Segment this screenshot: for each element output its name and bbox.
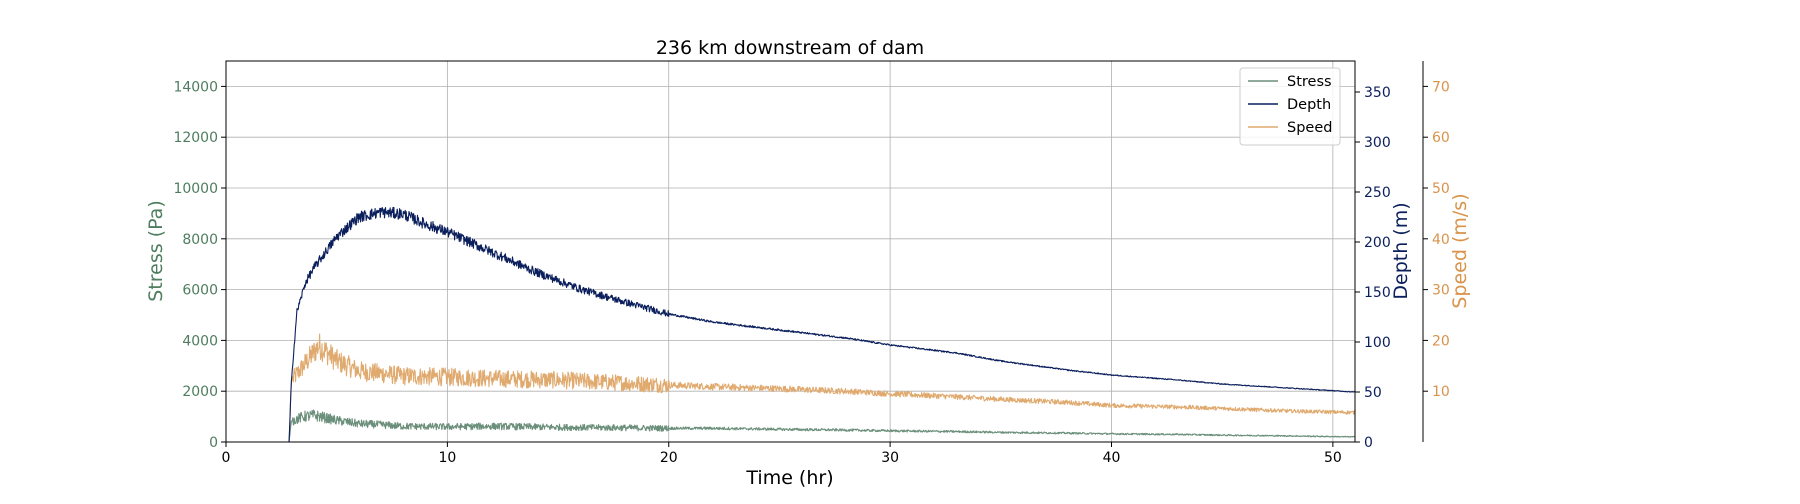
right-tick-label: 50 <box>1364 385 1382 401</box>
left-axis: 0 2000 4000 6000 8000 10000 12000 14000 <box>173 79 226 451</box>
right-tick-label: 300 <box>1364 135 1391 151</box>
plot-frame <box>225 60 1356 443</box>
right-tick-label: 0 <box>1364 435 1373 451</box>
right-outer-tick-label: 70 <box>1432 79 1450 95</box>
right-tick-label: 100 <box>1364 335 1391 351</box>
x-tick-label: 50 <box>1324 450 1342 466</box>
x-axis: 0 10 20 30 40 50 <box>222 442 1342 466</box>
right-tick-label: 350 <box>1364 85 1391 101</box>
right-axis-label: Depth (m) <box>1390 202 1412 299</box>
right-tick-label: 200 <box>1364 235 1391 251</box>
left-tick-label: 0 <box>209 435 218 451</box>
left-tick-label: 8000 <box>182 232 218 248</box>
right-outer-tick-label: 10 <box>1432 384 1450 400</box>
right-outer-tick-label: 60 <box>1432 130 1450 146</box>
left-tick-label: 12000 <box>173 130 218 146</box>
x-axis-label: Time (hr) <box>745 467 833 489</box>
series-line-speed <box>225 333 1356 443</box>
left-axis-label: Stress (Pa) <box>145 200 167 302</box>
legend: Stress Depth Speed <box>1239 67 1341 146</box>
right-axis: 0 50 100 150 200 250 300 350 <box>1355 85 1391 451</box>
right-outer-axis-label: Speed (m/s) <box>1449 193 1471 308</box>
legend-label: Stress <box>1287 74 1332 90</box>
left-tick-label: 10000 <box>173 181 218 197</box>
left-tick-label: 4000 <box>182 333 218 349</box>
x-tick-label: 40 <box>1103 450 1121 466</box>
legend-label: Speed <box>1287 120 1332 136</box>
right-tick-label: 250 <box>1364 185 1391 201</box>
right-outer-tick-label: 40 <box>1432 232 1450 248</box>
plot-series <box>225 206 1356 443</box>
x-tick-label: 0 <box>222 450 231 466</box>
left-tick-label: 14000 <box>173 79 218 95</box>
right-outer-tick-label: 30 <box>1432 283 1450 299</box>
gridlines <box>225 61 1355 442</box>
x-tick-label: 30 <box>881 450 899 466</box>
right-tick-label: 150 <box>1364 285 1391 301</box>
chart-title: 236 km downstream of dam <box>656 37 924 59</box>
x-tick-label: 20 <box>660 450 678 466</box>
series-line-depth <box>225 206 1356 443</box>
x-tick-label: 10 <box>438 450 456 466</box>
right-outer-tick-label: 20 <box>1432 333 1450 349</box>
left-tick-label: 6000 <box>182 283 218 299</box>
right-outer-axis: 10 20 30 40 50 60 70 <box>1422 61 1450 442</box>
legend-box <box>1239 67 1341 146</box>
legend-label: Depth <box>1287 97 1331 113</box>
series-line-stress <box>225 409 1356 443</box>
right-outer-tick-label: 50 <box>1432 181 1450 197</box>
left-tick-label: 2000 <box>182 384 218 400</box>
